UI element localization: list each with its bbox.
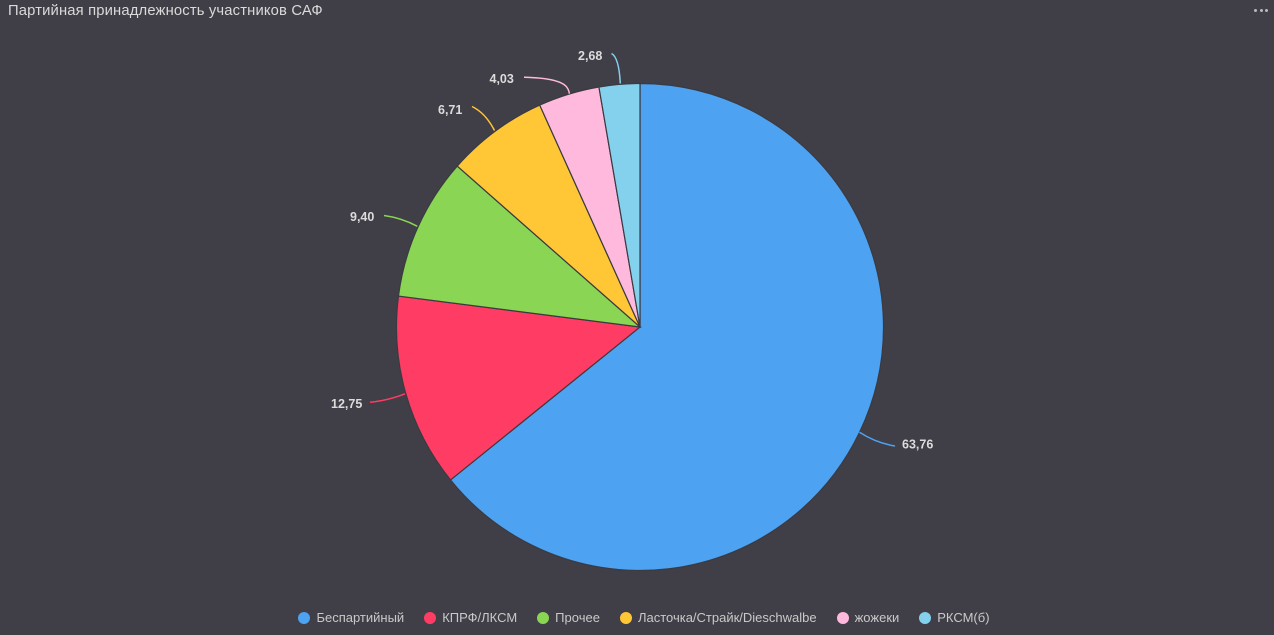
svg-text:4,03: 4,03 [490,72,514,86]
svg-text:2,68: 2,68 [578,49,602,63]
svg-text:12,75: 12,75 [331,397,362,411]
svg-text:9,40: 9,40 [350,210,374,224]
svg-text:6,71: 6,71 [438,103,462,117]
svg-text:63,76: 63,76 [902,438,933,452]
